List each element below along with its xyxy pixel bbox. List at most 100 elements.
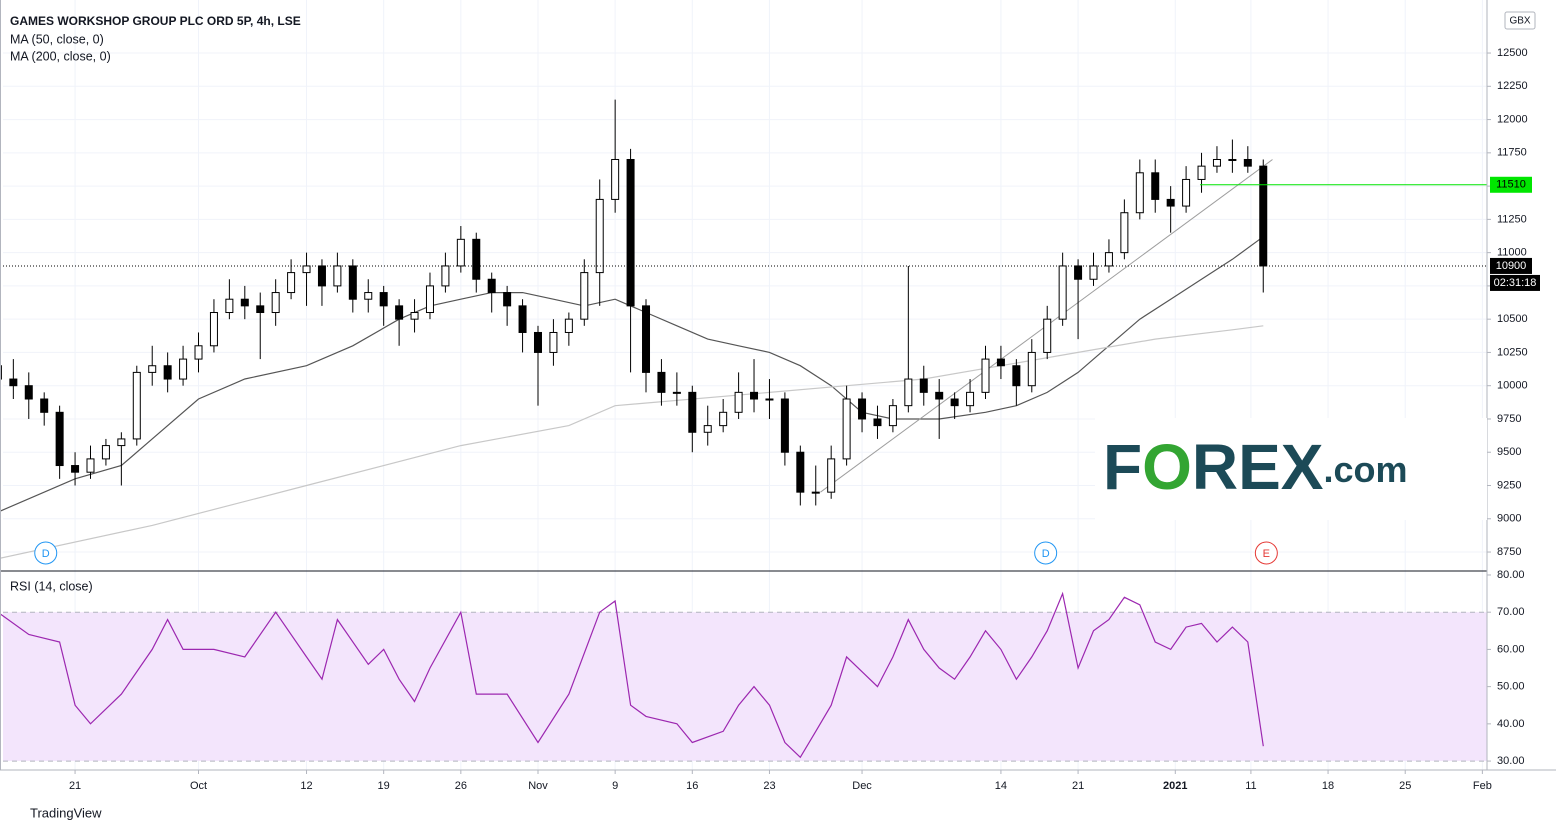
logo-part: .com	[1323, 449, 1407, 490]
candle-body	[379, 292, 388, 307]
y-tick-label: 8750	[1497, 546, 1521, 558]
grid	[3, 0, 1487, 770]
candle-body	[9, 378, 18, 387]
candle-body	[1074, 265, 1083, 280]
x-tick-label: 18	[1322, 780, 1334, 792]
candle-body	[148, 365, 157, 373]
candle-body	[1151, 172, 1160, 200]
candle-body	[827, 458, 836, 493]
x-tick-label: 26	[455, 780, 467, 792]
y-tick-label: 10000	[1497, 380, 1528, 392]
candle-body	[209, 312, 218, 347]
candle-body	[950, 398, 959, 407]
logo-part: F	[1103, 431, 1142, 503]
candle-body	[132, 371, 141, 440]
candle-body	[642, 305, 651, 373]
candle-body	[626, 158, 635, 307]
footer: TradingView	[30, 805, 102, 820]
candle-body	[1135, 172, 1144, 214]
candle-body	[101, 445, 110, 460]
candle-body	[333, 265, 342, 287]
candle-body	[564, 318, 573, 333]
candle-body	[1259, 165, 1268, 267]
candle-body	[904, 378, 913, 407]
candle-body	[55, 411, 64, 467]
y-tick-label: 11750	[1497, 147, 1527, 159]
y-tick-label: 50.00	[1497, 681, 1525, 693]
price-label-box	[1490, 176, 1532, 193]
candle-body	[734, 391, 743, 413]
candle-body	[425, 285, 434, 314]
candle-body	[533, 331, 542, 353]
price-label: 10900	[1496, 260, 1527, 272]
y-tick-label: 60.00	[1497, 643, 1525, 655]
x-tick-label: 25	[1399, 780, 1411, 792]
x-tick-label: 21	[1072, 780, 1084, 792]
candle-body	[1043, 318, 1052, 353]
legend-entry: MA (200, close, 0)	[10, 49, 111, 63]
y-tick-label: 12250	[1497, 80, 1528, 92]
candle-body	[518, 305, 527, 333]
candle-body	[225, 298, 234, 314]
x-tick-label: 19	[378, 780, 390, 792]
candle-body	[410, 312, 419, 320]
event-marker	[1254, 541, 1278, 565]
event-label: E	[1263, 548, 1270, 560]
candle-body	[981, 358, 990, 393]
candle-body	[1243, 158, 1252, 167]
candle-body	[71, 465, 80, 473]
logo-part: O	[1142, 431, 1192, 503]
candle-body	[765, 398, 774, 401]
candle-body	[780, 398, 789, 453]
candle-body	[919, 378, 928, 393]
logo-background	[1095, 418, 1487, 520]
candle-body	[271, 292, 280, 314]
candle-body	[317, 265, 326, 287]
candle-body	[40, 398, 49, 413]
candle-body	[1212, 158, 1221, 167]
candle-body	[719, 411, 728, 427]
candle-body	[580, 272, 589, 320]
x-tick-label: 16	[686, 780, 698, 792]
x-tick-label: 9	[612, 780, 618, 792]
candle-body	[472, 238, 481, 280]
candle-body	[256, 305, 265, 314]
event-marker	[1034, 541, 1058, 565]
candle-body	[179, 358, 188, 380]
currency-box	[1504, 11, 1536, 30]
candle-body	[703, 425, 712, 433]
y-tick-label: 9500	[1497, 446, 1521, 458]
candle-body	[1027, 351, 1036, 387]
moving-average	[0, 236, 1264, 512]
candle-body	[395, 305, 404, 320]
candle-body	[1166, 198, 1175, 207]
x-tick-label: 23	[763, 780, 775, 792]
candle-body	[549, 331, 558, 353]
x-tick-label: Nov	[528, 780, 548, 792]
event-marker	[34, 541, 58, 565]
y-tick-label: 10500	[1497, 313, 1528, 325]
price-label-box	[1490, 257, 1532, 274]
candle-body	[163, 365, 172, 380]
candle-body	[287, 272, 296, 294]
candle-body	[1120, 212, 1129, 254]
candle-body	[86, 458, 95, 473]
candle-body	[348, 265, 357, 300]
price-label: 11510	[1496, 179, 1526, 191]
y-tick-label: 9000	[1497, 513, 1521, 525]
x-tick-label: Oct	[190, 780, 207, 792]
candle-body	[966, 391, 975, 407]
y-tick-label: 11000	[1497, 247, 1527, 259]
y-tick-label: 40.00	[1497, 718, 1525, 730]
chart-title: GAMES WORKSHOP GROUP PLC ORD 5P, 4h, LSE	[10, 14, 301, 28]
logo-part: REX	[1192, 431, 1324, 503]
candle-body	[24, 385, 33, 400]
y-tick-label: 80.00	[1497, 569, 1525, 581]
candle-body	[240, 298, 249, 307]
x-tick-label: 14	[995, 780, 1007, 792]
candle-body	[873, 418, 882, 427]
y-tick-label: 9250	[1497, 479, 1521, 491]
candle-body	[441, 265, 450, 287]
y-tick-label: 30.00	[1497, 755, 1525, 767]
